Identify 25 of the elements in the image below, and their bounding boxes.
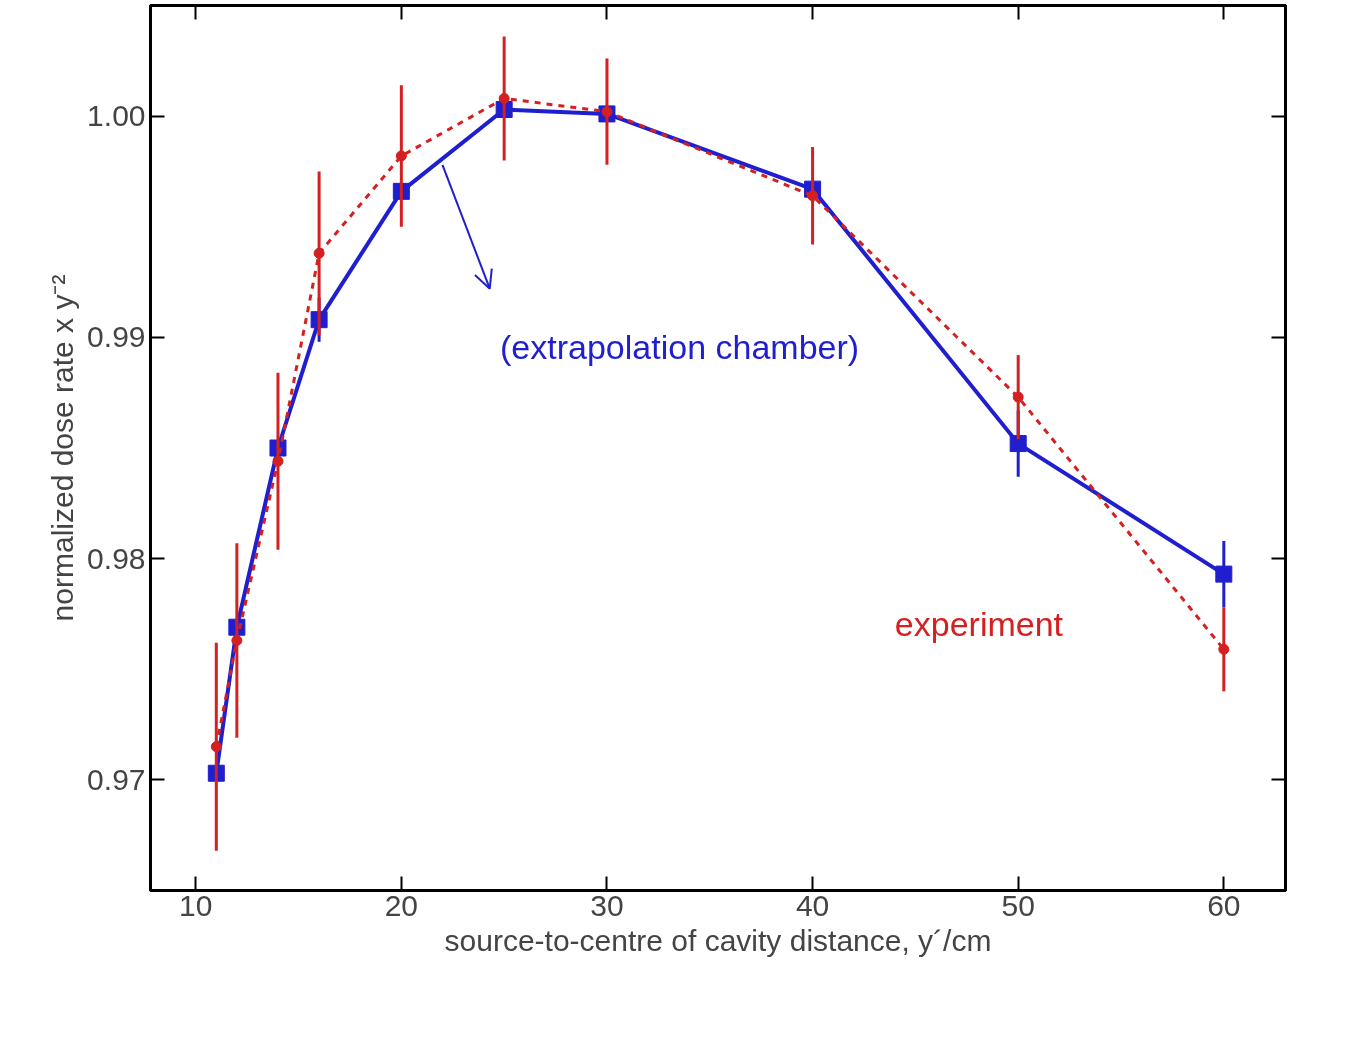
y-axis-title: normalized dose rate x y⁻² [46, 274, 80, 622]
point [313, 247, 325, 259]
y-tick-label: 0.98 [87, 541, 146, 575]
x-tick-label: 60 [1207, 888, 1241, 922]
x-tick-label: 20 [384, 888, 419, 922]
point [807, 190, 819, 202]
x-tick-label: 50 [1001, 888, 1035, 922]
point [210, 741, 222, 753]
point [272, 455, 284, 467]
x-axis-title: source-to-centre of cavity distance, y´/cm [444, 923, 992, 957]
x-tick-label: 40 [795, 888, 830, 922]
point [498, 92, 510, 104]
x-tick-label: 10 [179, 888, 213, 922]
point [231, 635, 243, 646]
legend-label: (extrapolation chamber) [500, 328, 860, 367]
text: experiment [894, 604, 1064, 643]
y-tick-label: 0.97 [87, 762, 146, 796]
y-tick-label: 1.00 [87, 99, 146, 133]
point [1215, 565, 1233, 583]
point [1012, 391, 1024, 403]
x-tick-label: 30 [590, 888, 624, 922]
point [395, 150, 407, 162]
point [1009, 435, 1027, 453]
y-tick-label: 0.99 [87, 320, 146, 354]
point [1218, 643, 1230, 655]
